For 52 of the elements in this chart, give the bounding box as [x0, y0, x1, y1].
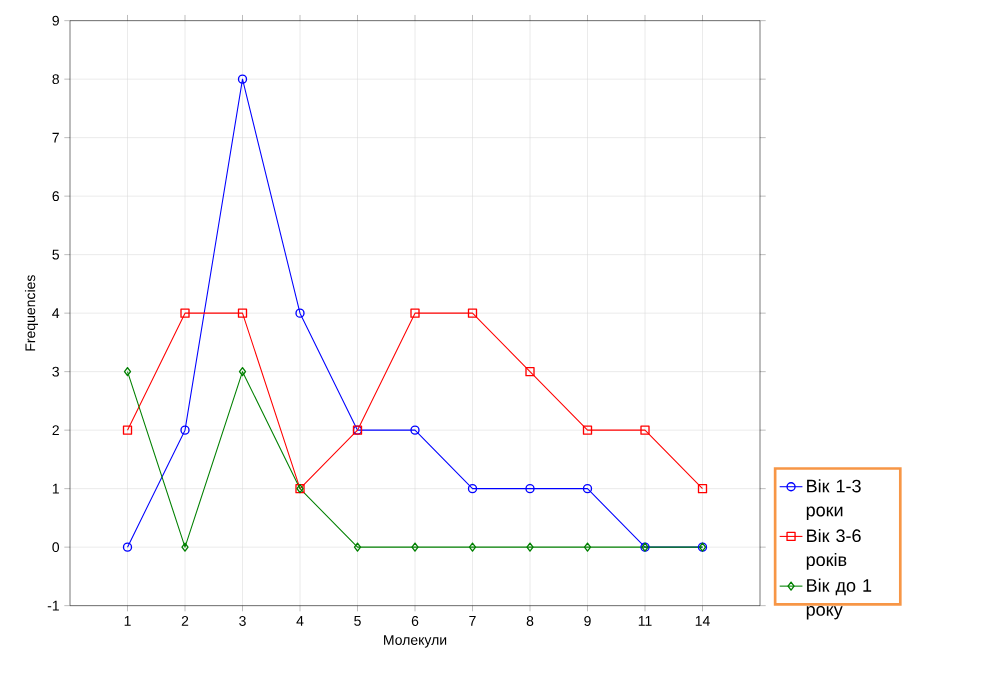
point — [525, 483, 535, 494]
point — [122, 542, 133, 552]
x-tick-label: 6 — [411, 616, 419, 626]
point — [468, 542, 477, 552]
legend-label: Вік 1-3 роки — [806, 479, 861, 520]
point — [181, 542, 189, 552]
y-tick-label: 5 — [52, 249, 60, 260]
y-tick-label: 0 — [52, 542, 60, 553]
x-tick-label: 14 — [695, 616, 710, 626]
point — [697, 483, 708, 494]
x-tick-label: 2 — [181, 616, 189, 626]
point — [180, 425, 190, 435]
x-tick-label: 3 — [239, 616, 246, 626]
point — [410, 425, 420, 435]
point — [583, 542, 592, 552]
y-tick-label: 4 — [52, 308, 60, 318]
point — [353, 542, 362, 552]
x-tick-label: 1 — [124, 616, 131, 626]
x-tick-label: 5 — [354, 616, 361, 626]
x-tick-label: 11 — [638, 616, 652, 626]
point — [410, 308, 420, 318]
y-tick-label: 7 — [52, 132, 59, 143]
x-tick-label: 8 — [526, 616, 534, 626]
point — [467, 308, 478, 318]
point — [180, 308, 190, 318]
point — [237, 74, 248, 84]
legend-label: Вік 3-6 років — [806, 528, 861, 570]
point — [640, 425, 650, 435]
legend-label: Вік до 1 року — [806, 578, 872, 620]
point — [467, 483, 478, 494]
y-tick-label: -1 — [47, 600, 59, 611]
point — [525, 366, 535, 377]
point — [582, 483, 593, 494]
point — [295, 308, 305, 318]
x-axis-title: Молекули — [384, 635, 447, 648]
y-tick-label: 3 — [52, 366, 59, 377]
point — [526, 542, 534, 552]
y-tick-label: 2 — [52, 425, 59, 436]
x-tick-label: 7 — [469, 616, 476, 626]
point — [238, 366, 247, 377]
y-tick-label: 6 — [52, 191, 59, 202]
point — [122, 425, 133, 435]
y-axis-title: Frequencies — [24, 275, 38, 351]
point — [237, 308, 248, 318]
point — [411, 542, 419, 552]
x-tick-label: 4 — [296, 616, 304, 626]
point — [123, 366, 132, 377]
point — [582, 425, 593, 435]
y-tick-label: 1 — [52, 483, 59, 494]
y-tick-label: 8 — [52, 74, 59, 85]
x-tick-label: 9 — [584, 616, 591, 626]
y-tick-label: 9 — [52, 15, 59, 26]
